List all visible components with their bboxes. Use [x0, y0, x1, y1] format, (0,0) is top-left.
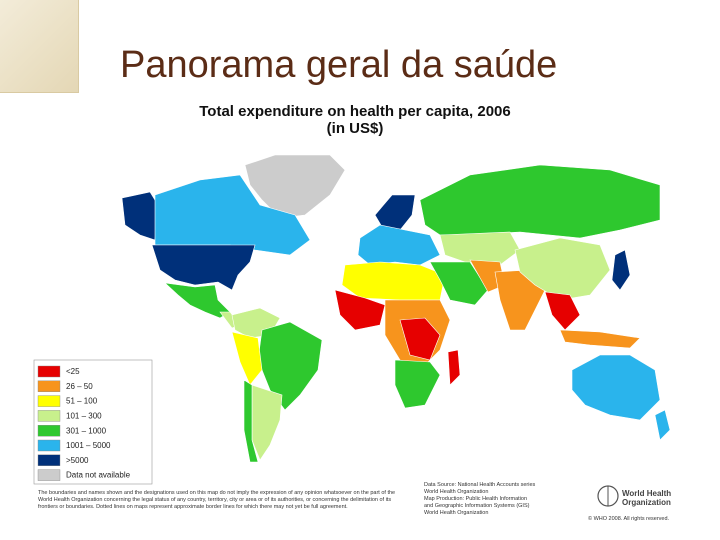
legend-swatch [37, 425, 61, 437]
data-source: Data Source: National Health Accounts se… [424, 482, 584, 517]
central-asia [439, 231, 521, 266]
australia [571, 354, 661, 421]
europe [357, 224, 441, 266]
chile [243, 379, 259, 463]
greenland [244, 154, 346, 219]
countries [121, 154, 671, 463]
source-line: Map Production: Public Health Informatio… [424, 496, 528, 502]
legend-label: 301 – 1000 [66, 426, 107, 435]
argentina [251, 384, 283, 461]
alaska [121, 191, 159, 241]
legend-swatch [37, 454, 61, 466]
usa [151, 244, 256, 291]
middle-east [429, 261, 489, 306]
legend-label: Data not available [66, 471, 131, 480]
southern-africa [394, 359, 441, 409]
north-africa [341, 261, 446, 301]
copyright: © WHO 2008. All rights reserved. [588, 516, 670, 522]
legend-swatch [37, 410, 61, 422]
source-line: and Geographic Information Systems (GIS) [424, 503, 530, 509]
source-line: Data Source: National Health Accounts se… [424, 482, 536, 488]
peru-bolivia [231, 331, 263, 386]
who-logo [597, 485, 619, 507]
east-africa [399, 317, 441, 361]
legend-label: 1001 – 5000 [66, 441, 111, 450]
southeast-asia [544, 291, 581, 331]
map-title: Total expenditure on health per capita, … [150, 103, 560, 137]
japan [611, 249, 631, 291]
legend: <25 26 – 50 51 – 100 101 – 300 301 – 1000 100… [33, 359, 153, 485]
corner-decoration [0, 0, 79, 93]
slide-title: Panorama geral da saúde [120, 44, 558, 86]
new-zealand [654, 409, 671, 441]
legend-swatch [37, 439, 61, 452]
map-subtitle: (in US$) [326, 120, 384, 137]
legend-swatch [37, 395, 61, 407]
map-title-text: Total expenditure on health per capita, … [199, 103, 511, 120]
legend-label: 26 – 50 [66, 382, 93, 391]
legend-swatch [37, 380, 61, 392]
west-africa [334, 289, 386, 331]
source-line: World Health Organization [424, 489, 489, 495]
source-line: World Health Organization [424, 510, 489, 516]
china [514, 237, 611, 301]
russia [419, 164, 661, 239]
legend-swatch [37, 365, 61, 378]
legend-label: >5000 [66, 456, 89, 465]
madagascar [447, 349, 461, 386]
disclaimer: The boundaries and names shown and the d… [38, 490, 396, 510]
legend-label: <25 [66, 367, 80, 376]
legend-label: 51 – 100 [66, 397, 98, 406]
legend-label: 101 – 300 [66, 412, 102, 421]
legend-swatch [37, 469, 61, 481]
logo-text: World Health Organization [622, 489, 672, 507]
indonesia [559, 329, 641, 349]
